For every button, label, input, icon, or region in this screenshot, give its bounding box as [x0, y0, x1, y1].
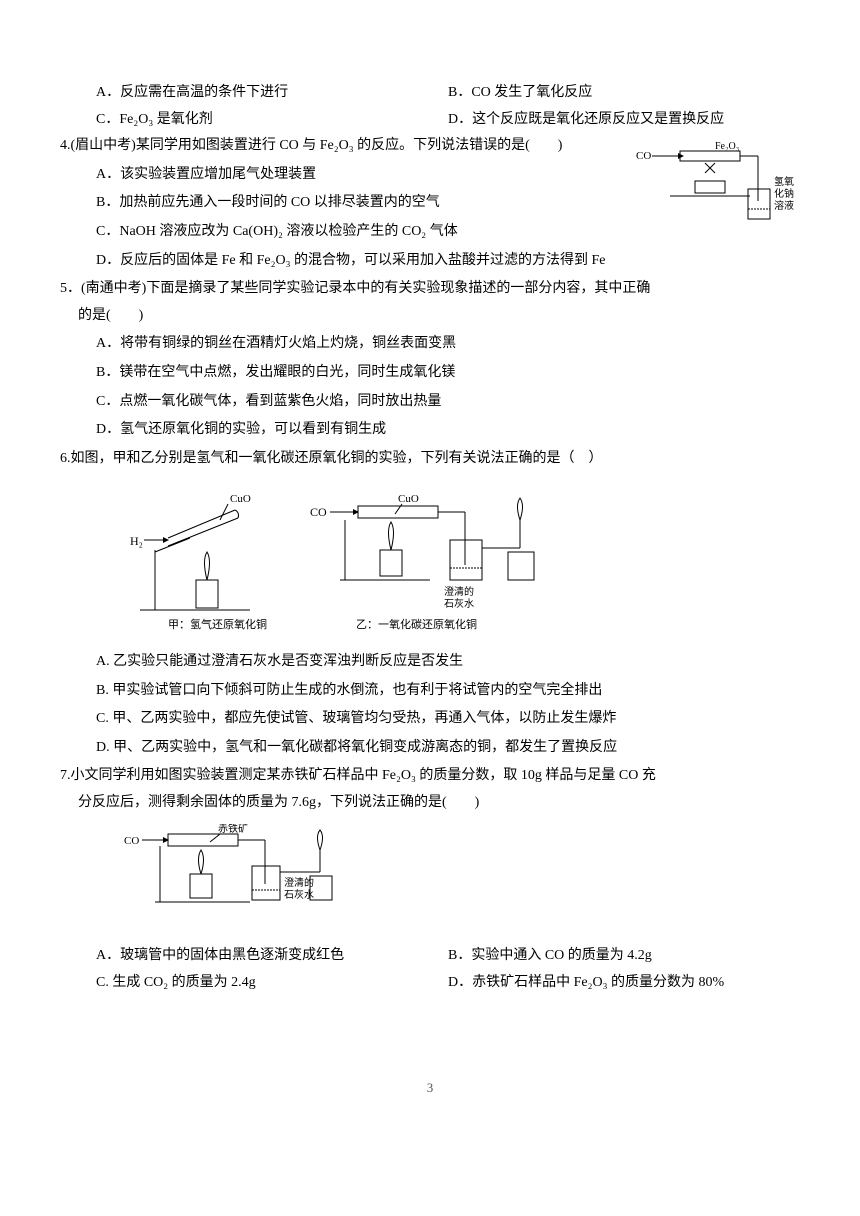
- q3-options-row1: A．反应需在高温的条件下进行 B．CO 发生了氧化反应: [60, 80, 800, 107]
- q6-option-C: C. 甲、乙两实验中，都应先使试管、玻璃管均匀受热，再通入气体，以防止发生爆炸: [96, 706, 800, 733]
- q6-option-A: A. 乙实验只能通过澄清石灰水是否变浑浊判断反应是否发生: [96, 649, 800, 676]
- q6-label-co: CO: [310, 505, 327, 519]
- page-number: 3: [60, 1076, 800, 1101]
- q5-option-D: D．氢气还原氧化铜的实验，可以看到有铜生成: [96, 417, 800, 444]
- q4-label-co: CO: [636, 150, 651, 162]
- q4-label-naoh-1: 氢氧: [774, 175, 794, 188]
- q4-label-naoh-2: 化钠: [774, 187, 794, 200]
- q3-option-C: C．Fe₂O₃ 是氧化剂: [96, 107, 448, 134]
- q7-option-D: D．赤铁矿石样品中 Fe₂O₃ 的质量分数为 80%: [448, 970, 800, 997]
- q7-option-C: C. 生成 CO₂ 的质量为 2.4g: [96, 970, 448, 997]
- q5-stem-line2: 的是( ): [60, 303, 800, 330]
- q3-option-A: A．反应需在高温的条件下进行: [96, 80, 448, 107]
- q7-figure: CO 赤铁矿 澄清的 石灰水: [120, 824, 800, 935]
- q3-options-row2: C．Fe₂O₃ 是氧化剂 D．这个反应既是氧化还原反应又是置换反应: [60, 107, 800, 134]
- question-4: 4.(眉山中考)某同学用如图装置进行 CO 与 Fe₂O₃ 的反应。下列说法错误…: [60, 133, 800, 274]
- q7-stem-line2: 分反应后，测得剩余固体的质量为 7.6g，下列说法正确的是( ): [60, 790, 800, 817]
- question-7: 7.小文同学利用如图实验装置测定某赤铁矿石样品中 Fe₂O₃ 的质量分数，取 1…: [60, 763, 800, 996]
- q7-option-A: A．玻璃管中的固体由黑色逐渐变成红色: [96, 943, 448, 970]
- q4-label-fe2o3: Fe₂O₃: [715, 141, 739, 152]
- q6-options: A. 乙实验只能通过澄清石灰水是否变浑浊判断反应是否发生 B. 甲实验试管口向下…: [60, 649, 800, 761]
- q5-options: A．将带有铜绿的铜丝在酒精灯火焰上灼烧，铜丝表面变黑 B．镁带在空气中点燃，发出…: [60, 331, 800, 443]
- q6-caption-1: 甲：氢气还原氧化铜: [168, 617, 267, 630]
- q5-option-B: B．镁带在空气中点燃，发出耀眼的白光，同时生成氧化镁: [96, 360, 800, 387]
- q4-figure: CO Fe₂O₃ 氢氧 化钠 溶液: [630, 141, 810, 241]
- q3-option-B: B．CO 发生了氧化反应: [448, 80, 800, 107]
- q5-option-C: C．点燃一氧化碳气体，看到蓝紫色火焰，同时放出热量: [96, 389, 800, 416]
- q4-option-D: D．反应后的固体是 Fe 和 Fe₂O₃ 的混合物，可以采用加入盐酸并过滤的方法…: [96, 248, 800, 275]
- q6-label-lime-2: 石灰水: [444, 597, 474, 610]
- q7-stem-line1: 7.小文同学利用如图实验装置测定某赤铁矿石样品中 Fe₂O₃ 的质量分数，取 1…: [60, 763, 800, 790]
- q6-option-D: D. 甲、乙两实验中，氢气和一氧化碳都将氧化铜变成游离态的铜，都发生了置换反应: [96, 735, 800, 762]
- q5-option-A: A．将带有铜绿的铜丝在酒精灯火焰上灼烧，铜丝表面变黑: [96, 331, 800, 358]
- q6-label-h2: H₂: [130, 534, 143, 548]
- q7-option-B: B．实验中通入 CO 的质量为 4.2g: [448, 943, 800, 970]
- question-5: 5．(南通中考)下面是摘录了某些同学实验记录本中的有关实验现象描述的一部分内容，…: [60, 276, 800, 444]
- q6-option-B: B. 甲实验试管口向下倾斜可防止生成的水倒流，也有利于将试管内的空气完全排出: [96, 678, 800, 705]
- question-6: 6.如图，甲和乙分别是氢气和一氧化碳还原氧化铜的实验，下列有关说法正确的是（ ）…: [60, 446, 800, 762]
- q6-label-cuo-2: CuO: [398, 493, 419, 505]
- q7-options-row2: C. 生成 CO₂ 的质量为 2.4g D．赤铁矿石样品中 Fe₂O₃ 的质量分…: [60, 970, 800, 997]
- q7-label-co: CO: [124, 835, 139, 847]
- q6-caption-2: 乙：一氧化碳还原氧化铜: [356, 617, 477, 630]
- q7-label-ore: 赤铁矿: [218, 824, 248, 835]
- q6-figure: H₂ CuO 甲：氢气还原氧化铜 CO CuO: [120, 480, 800, 641]
- q6-label-lime-1: 澄清的: [444, 585, 474, 598]
- q7-options-row1: A．玻璃管中的固体由黑色逐渐变成红色 B．实验中通入 CO 的质量为 4.2g: [60, 943, 800, 970]
- q6-stem: 6.如图，甲和乙分别是氢气和一氧化碳还原氧化铜的实验，下列有关说法正确的是（ ）: [60, 446, 800, 473]
- q6-label-cuo-1: CuO: [230, 493, 251, 505]
- q3-option-D: D．这个反应既是氧化还原反应又是置换反应: [448, 107, 800, 134]
- q5-stem-line1: 5．(南通中考)下面是摘录了某些同学实验记录本中的有关实验现象描述的一部分内容，…: [60, 276, 800, 303]
- q4-label-naoh-3: 溶液: [774, 199, 794, 212]
